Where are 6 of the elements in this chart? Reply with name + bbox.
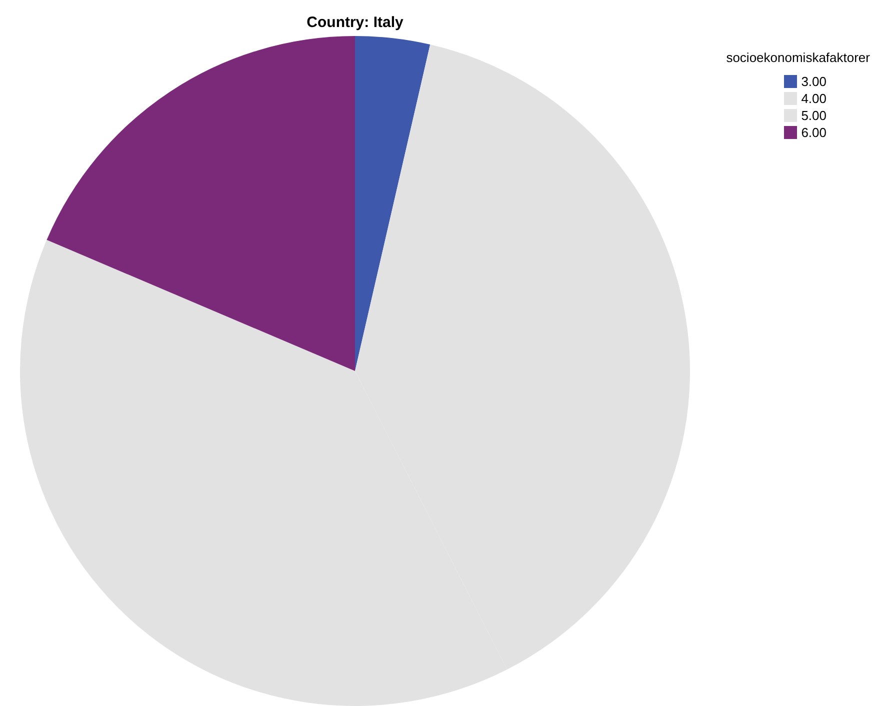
legend-label: 5.00	[801, 108, 827, 123]
legend-label: 4.00	[801, 91, 827, 106]
legend-title: socioekonomiskafaktorer	[726, 50, 870, 65]
legend-label: 3.00	[801, 74, 827, 89]
legend-label: 6.00	[801, 125, 827, 140]
chart-title: Country: Italy	[306, 14, 404, 32]
